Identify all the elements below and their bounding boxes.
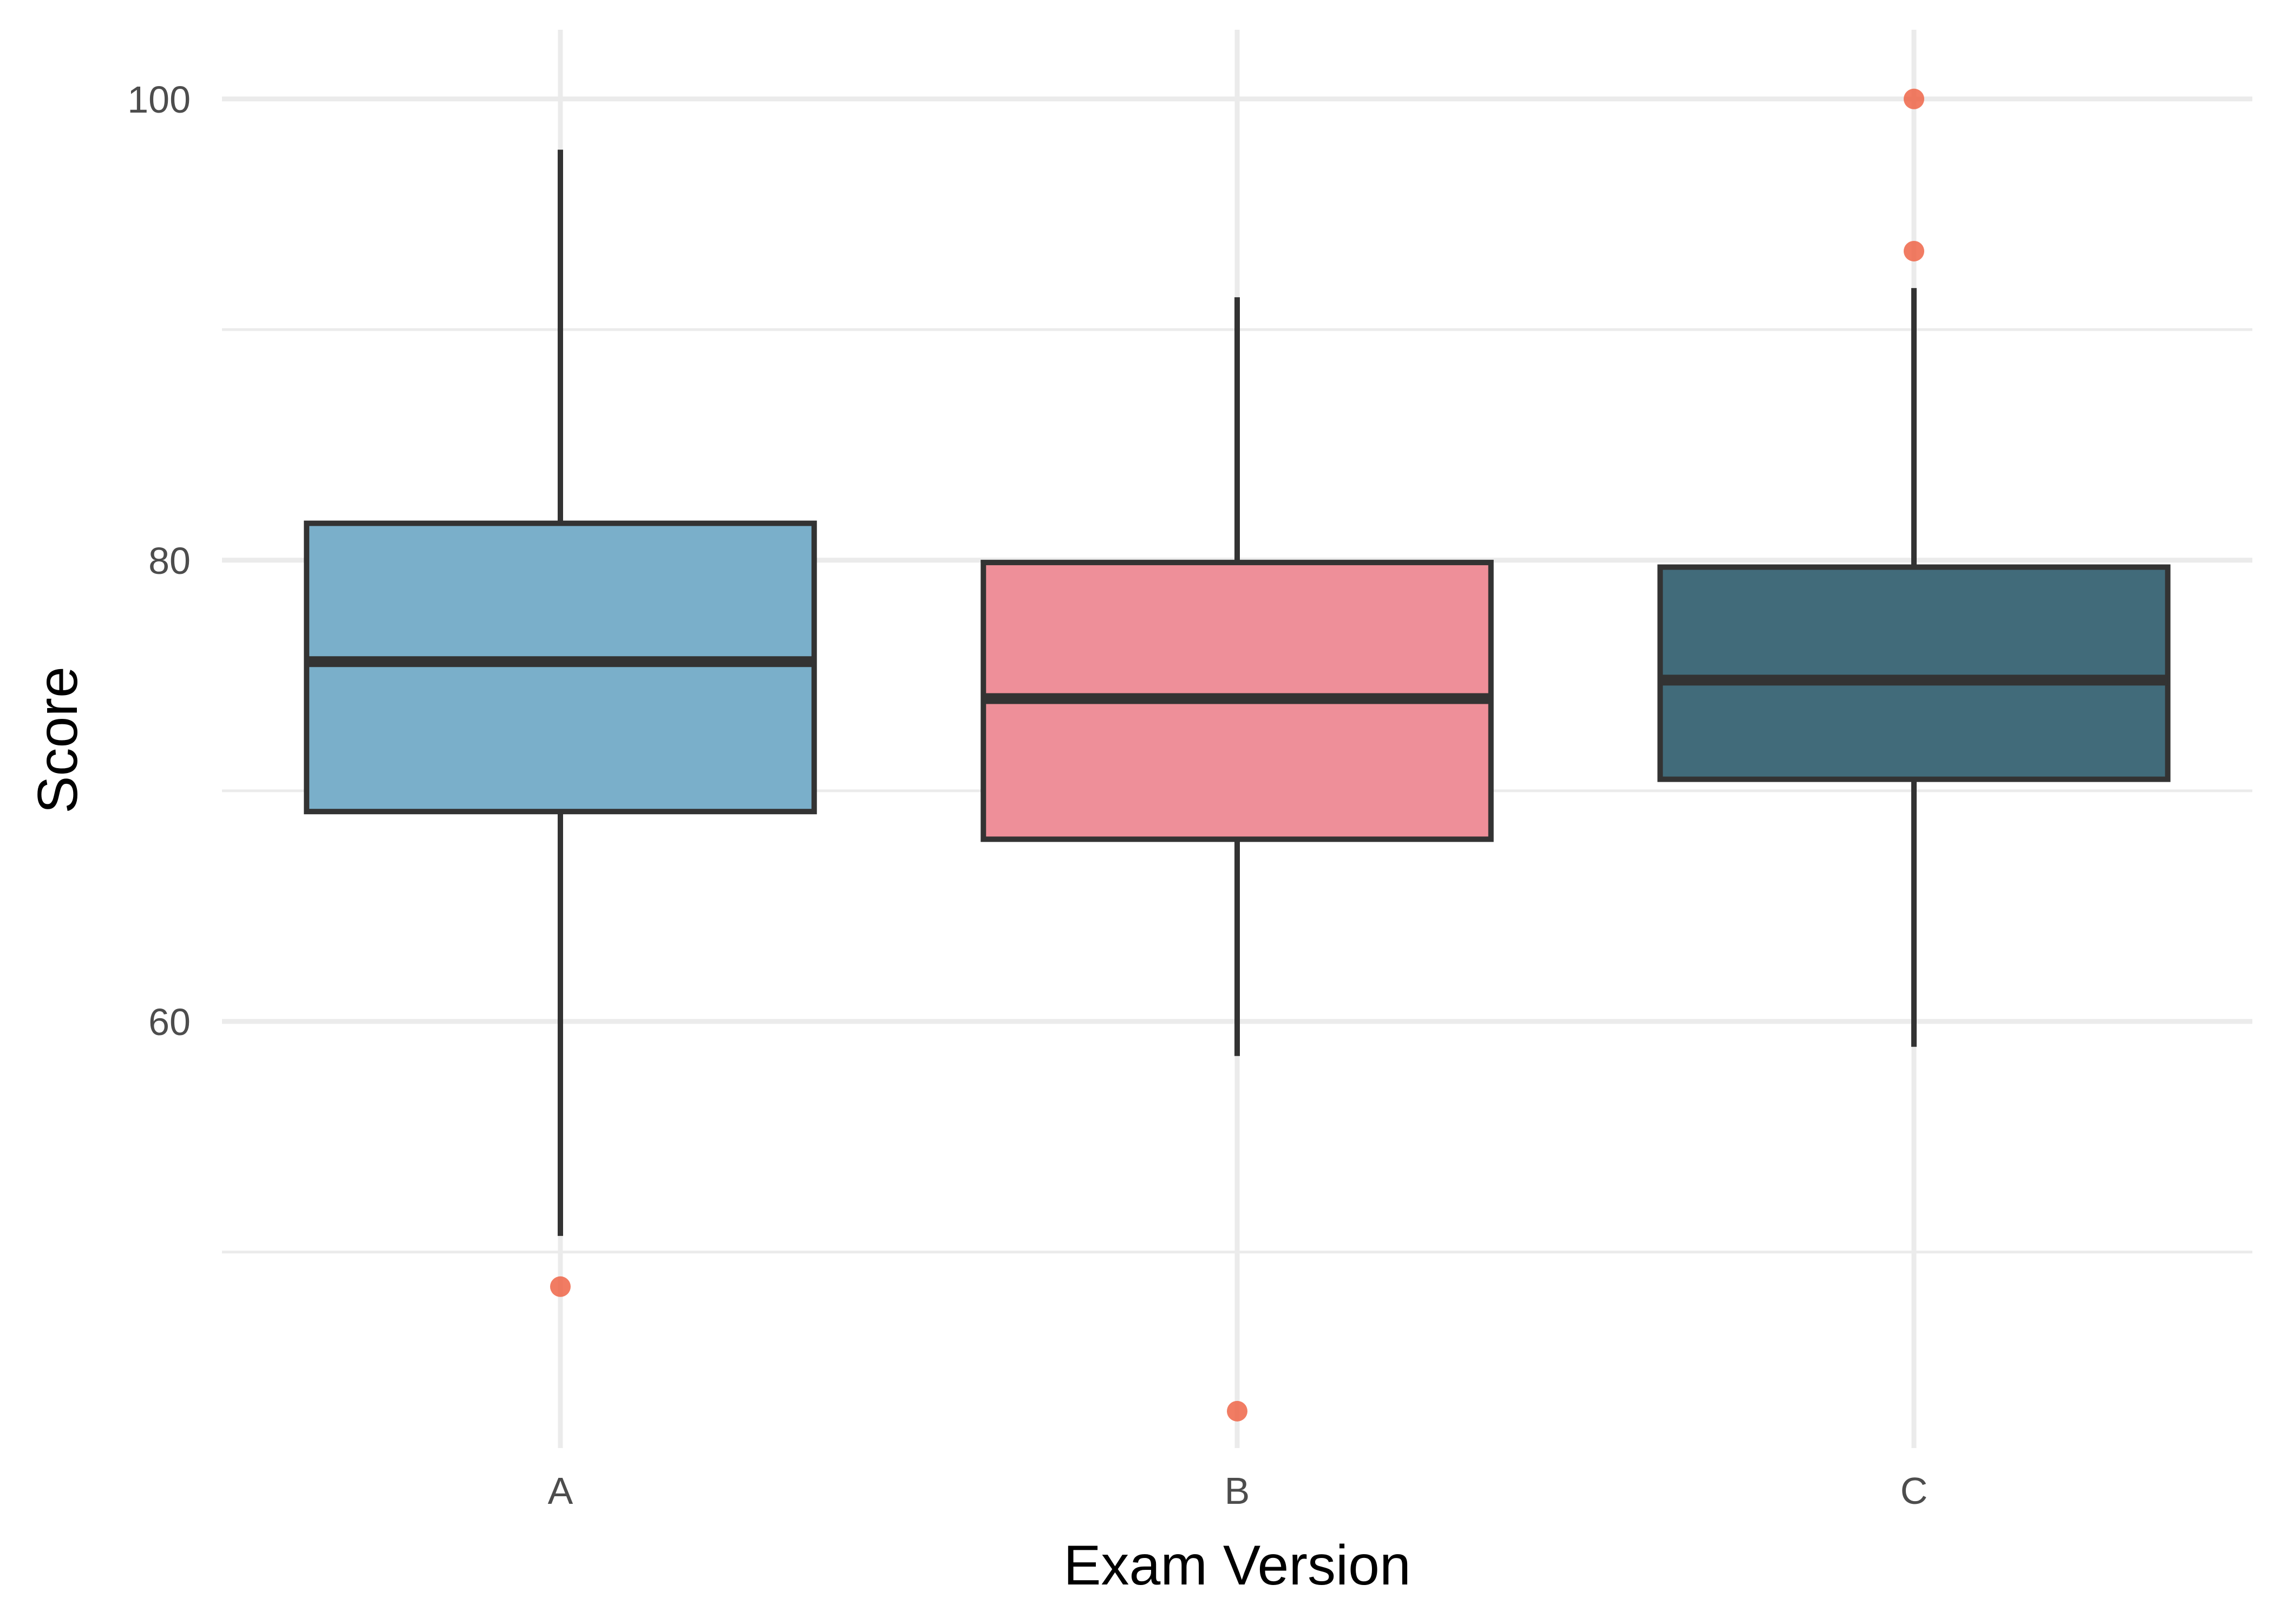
y-tick-label: 60 [148,1001,191,1043]
box-C [1657,288,2171,1047]
box-B [981,297,1494,1056]
outlier-point [550,1276,571,1297]
x-axis-ticks: A B C [548,1470,1928,1512]
outliers [550,88,1924,1422]
y-axis-ticks: 60 80 100 [127,78,191,1043]
y-tick-label: 100 [127,78,191,121]
outlier-point [1904,88,1924,109]
boxes [304,149,2171,1236]
box-iqr [1657,564,2171,782]
y-axis-title: Score [27,666,89,814]
box-iqr [304,520,817,815]
x-tick-label: A [548,1470,573,1512]
x-tick-label: C [1900,1470,1928,1512]
box-A [304,149,817,1236]
x-axis-title: Exam Version [1063,1534,1411,1597]
x-tick-label: B [1225,1470,1250,1512]
outlier-point [1227,1400,1247,1422]
y-tick-label: 80 [148,540,191,582]
outlier-point [1904,240,1924,261]
